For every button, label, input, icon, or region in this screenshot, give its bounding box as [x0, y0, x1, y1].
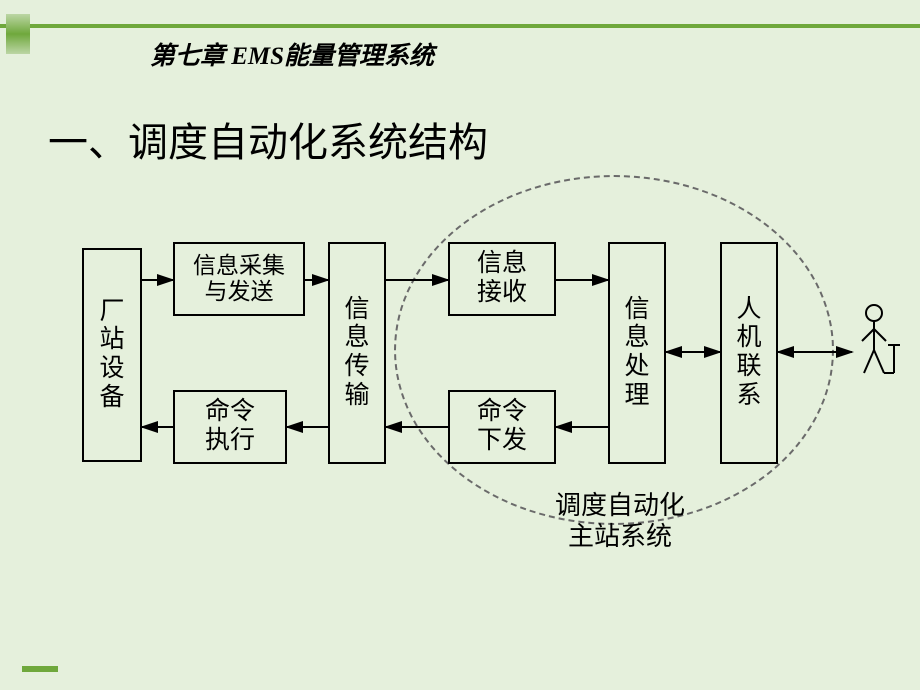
master-station-label: 调度自动化 主站系统: [555, 490, 685, 552]
node-plant: 厂站设备: [82, 248, 142, 462]
node-hmi: 人机联系: [720, 242, 778, 464]
flowchart-diagram: 调度自动化 主站系统 厂站设备信息采集 与发送命令 执行信息传输 信息 接收命令 …: [0, 0, 920, 690]
node-send: 命令 下发: [448, 390, 556, 464]
node-collect: 信息采集 与发送: [173, 242, 305, 316]
person-icon: [862, 305, 900, 373]
node-proc: 信息处理: [608, 242, 666, 464]
footer-accent-dash: [22, 666, 58, 672]
node-exec: 命令 执行: [173, 390, 287, 464]
node-trans: 信息传输: [328, 242, 386, 464]
node-recv: 信息 接收: [448, 242, 556, 316]
